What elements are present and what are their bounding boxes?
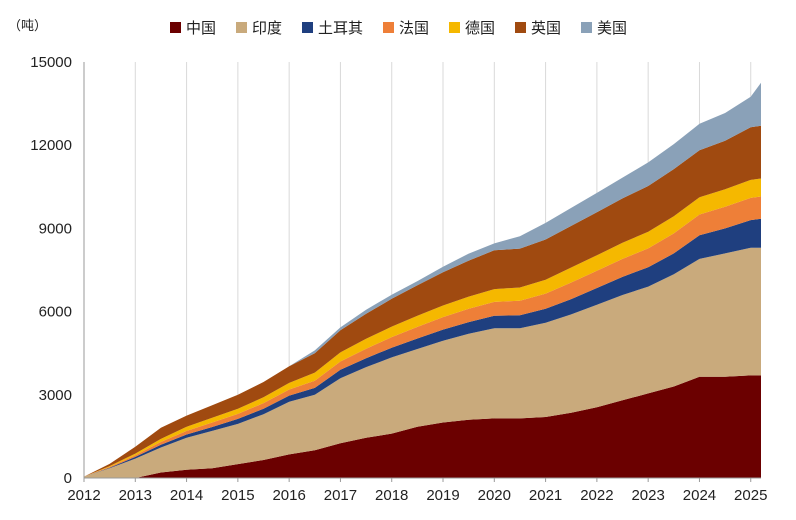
legend-label-印度: 印度 [252, 19, 282, 37]
legend-swatch-印度 [236, 22, 247, 33]
legend-swatch-英国 [515, 22, 526, 33]
area-series-法国 [84, 196, 761, 477]
area-series-印度 [84, 247, 761, 478]
legend-label-美国: 美国 [597, 19, 627, 37]
x-tick-label: 2013 [119, 487, 152, 504]
x-tick-label: 2014 [170, 487, 203, 504]
y-tick-label: 3000 [39, 387, 72, 404]
x-tick-label: 2019 [426, 487, 459, 504]
y-unit-label: （吨） [8, 19, 47, 34]
y-axis-ticks: 0 3000 6000 9000 12000 15000 [30, 54, 72, 487]
legend-label-土耳其: 土耳其 [318, 19, 363, 37]
legend-label-法国: 法国 [399, 19, 429, 37]
x-axis-ticks: 2012 2013 2014 2015 2016 2017 2018 2019 2020 2021… [67, 478, 767, 504]
area-series-土耳其 [84, 218, 761, 477]
x-tick-label: 2016 [272, 487, 305, 504]
area-series-德国 [84, 178, 761, 477]
legend-swatch-土耳其 [302, 22, 313, 33]
x-tick-label: 2017 [324, 487, 357, 504]
area-series-英国 [84, 125, 761, 477]
x-tick-label: 2022 [580, 487, 613, 504]
x-tick-label: 2024 [683, 487, 716, 504]
x-tick-label: 2012 [67, 487, 100, 504]
y-tick-label: 15000 [30, 54, 72, 71]
y-tick-label: 0 [64, 470, 72, 487]
y-tick-label: 9000 [39, 220, 72, 237]
legend-label-德国: 德国 [465, 19, 495, 37]
x-tick-label: 2020 [478, 487, 511, 504]
x-tick-label: 2015 [221, 487, 254, 504]
area-series-美国 [84, 82, 761, 477]
legend-swatch-法国 [383, 22, 394, 33]
legend-swatch-美国 [581, 22, 592, 33]
area-series-中国 [84, 375, 761, 478]
legend-label-英国: 英国 [531, 19, 561, 37]
x-tick-label: 2021 [529, 487, 562, 504]
legend-swatch-中国 [170, 22, 181, 33]
series-areas [84, 82, 761, 478]
legend-swatch-德国 [449, 22, 460, 33]
x-tick-label: 2023 [631, 487, 664, 504]
y-tick-label: 12000 [30, 137, 72, 154]
legend-label-中国: 中国 [186, 19, 216, 37]
legend: 中国 印度 土耳其 法国 德国 英国 美国 [170, 19, 627, 37]
y-tick-label: 6000 [39, 304, 72, 321]
x-tick-label: 2025 [734, 487, 767, 504]
x-tick-label: 2018 [375, 487, 408, 504]
